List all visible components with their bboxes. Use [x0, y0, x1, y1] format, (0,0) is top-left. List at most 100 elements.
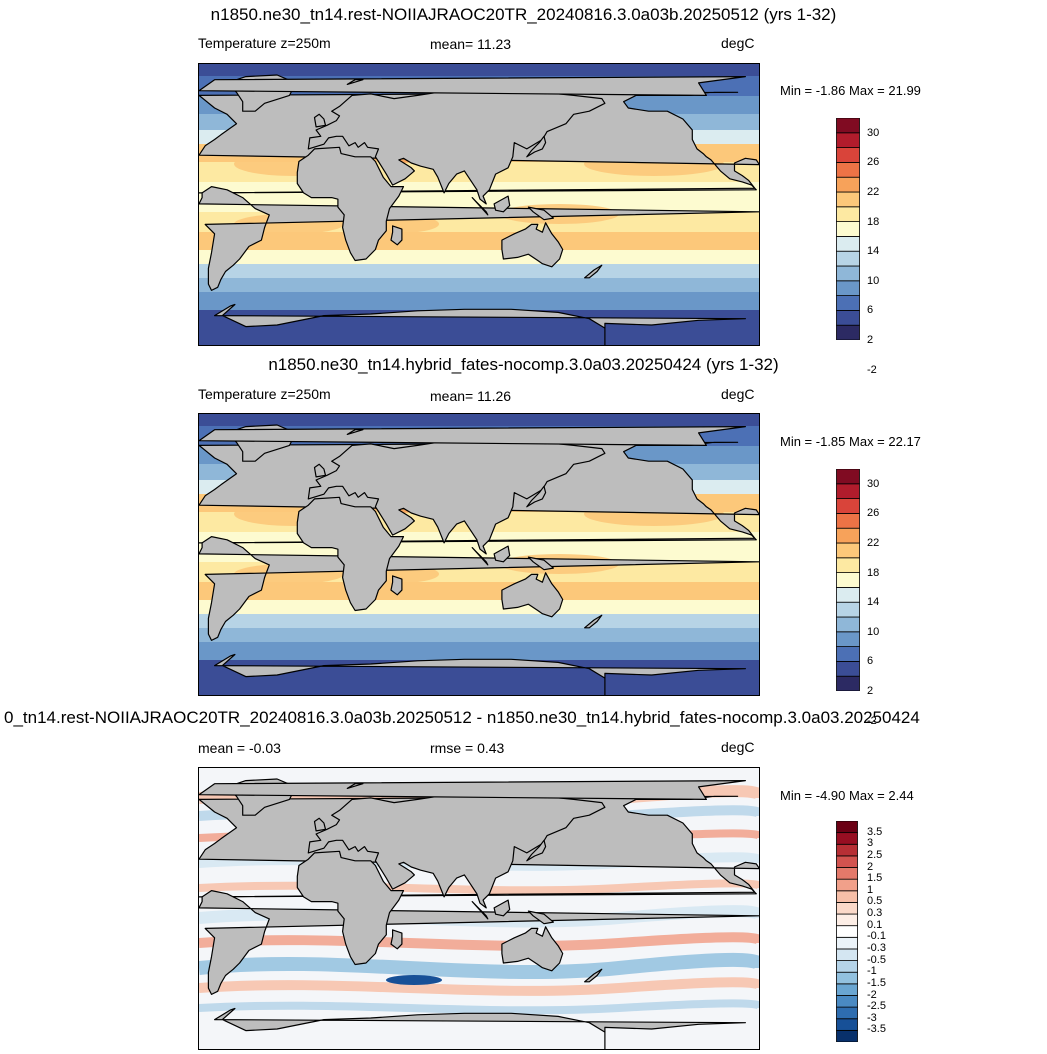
colorbar-swatch: [836, 843, 858, 857]
colorbar-tick-label: 26: [867, 156, 880, 169]
panel3-mean-label: mean = -0.03: [198, 740, 281, 756]
colorbar-tick-label: -0.5: [867, 953, 886, 966]
land-masses: [199, 424, 759, 695]
colorbar-swatch: [836, 1018, 858, 1031]
coastline: [501, 926, 564, 972]
coastline: [346, 79, 364, 85]
land-masses: [199, 74, 759, 345]
coastline: [199, 426, 746, 446]
colorbar-swatch: [836, 821, 858, 834]
panel1-units-label: degC: [721, 35, 755, 51]
colorbar-swatch: [836, 1006, 858, 1020]
coastline: [307, 433, 606, 555]
colorbar-tick-label: 6: [867, 304, 874, 317]
colorbar-swatch: [836, 513, 860, 529]
colorbar-tick-label: 2.5: [867, 848, 883, 861]
coastline: [296, 850, 405, 966]
coastline: [199, 780, 746, 800]
coastline: [527, 910, 554, 925]
panel3-minmax: Min = -4.90 Max = 2.44: [780, 788, 914, 803]
panel1-colorbar-svg: [836, 118, 860, 340]
colorbar-swatch: [836, 265, 860, 282]
colorbar-tick-label: 30: [867, 477, 880, 490]
coastline: [471, 547, 489, 566]
panel2-variable-label: Temperature z=250m: [198, 386, 331, 402]
temperature-band: [199, 642, 759, 661]
panel3-title: 0_tn14.rest-NOIIAJRAOC20TR_20240816.3.0a…: [4, 708, 920, 727]
colorbar-tick-label: 2: [867, 685, 874, 697]
colorbar-tick-label: -3: [867, 1011, 877, 1024]
colorbar-tick-label: 0.3: [867, 907, 883, 920]
colorbar-swatch: [836, 660, 860, 677]
colorbar-tick-label: -1.5: [867, 976, 886, 989]
anomaly-band: [199, 932, 759, 951]
coastline: [471, 901, 489, 920]
coastline: [501, 572, 564, 618]
colorbar-tick-label: 6: [867, 655, 874, 668]
coastline: [493, 545, 511, 563]
colorbar-tick-label: -2.5: [867, 1000, 886, 1013]
colorbar-tick-label: 1: [867, 883, 874, 896]
colorbar-tick-label: -0.3: [867, 941, 886, 954]
colorbar-swatch: [836, 162, 860, 178]
colorbar-swatch: [836, 948, 858, 961]
temperature-band: [199, 414, 759, 427]
coastline: [493, 899, 511, 917]
temperature-band: [199, 250, 759, 265]
coastline: [584, 614, 603, 629]
coastline: [526, 839, 547, 862]
colorbar-swatch: [836, 1029, 858, 1042]
panel2-title: n1850.ne30_tn14.hybrid_fates-nocomp.3.0a…: [268, 355, 779, 374]
colorbar-swatch: [836, 832, 858, 845]
panel2-colorbar: [836, 469, 860, 691]
colorbar-tick-label: -2: [867, 363, 877, 376]
colorbar-tick-label: -3.5: [867, 1023, 886, 1036]
colorbar-tick-label: 0.1: [867, 918, 883, 931]
colorbar-swatch: [836, 971, 858, 985]
panel1-variable-label: Temperature z=250m: [198, 35, 331, 51]
coastline: [313, 113, 327, 128]
temperature-band: [199, 292, 759, 311]
coastline: [526, 135, 547, 158]
coastline: [346, 783, 364, 789]
colorbar-swatch: [836, 960, 858, 973]
colorbar-swatch: [836, 309, 860, 326]
panel3-map: [198, 767, 760, 1050]
colorbar-swatch: [836, 469, 860, 485]
coastline: [199, 186, 759, 291]
temperature-band: [199, 278, 759, 293]
colorbar-swatch: [836, 675, 860, 691]
coastline: [527, 206, 554, 221]
colorbar-swatch: [836, 867, 858, 880]
temperature-band: [199, 64, 759, 77]
anomaly-band: [199, 952, 759, 980]
coastline: [307, 787, 606, 909]
coastline: [214, 653, 746, 695]
colorbar-swatch: [836, 601, 860, 618]
temperature-band: [199, 614, 759, 629]
colorbar-swatch: [836, 878, 858, 892]
temperature-band: [199, 600, 759, 615]
colorbar-swatch: [836, 324, 860, 340]
colorbar-swatch: [836, 280, 860, 297]
colorbar-tick-label: -2: [867, 988, 877, 1001]
land-masses: [199, 778, 759, 1049]
colorbar-tick-label: 18: [867, 215, 880, 228]
coastline: [584, 264, 603, 279]
coastline: [390, 575, 403, 596]
coastline: [584, 968, 603, 983]
colorbar-swatch: [836, 646, 860, 662]
coastline: [199, 536, 759, 641]
panel3-rmse-label: rmse = 0.43: [430, 740, 505, 756]
colorbar-swatch: [836, 913, 858, 927]
coastline: [296, 496, 405, 612]
colorbar-swatch: [836, 936, 858, 950]
colorbar-tick-label: 3: [867, 837, 874, 850]
anomaly-spot: [386, 975, 442, 985]
colorbar-swatch: [836, 295, 860, 311]
coastline: [526, 485, 547, 508]
panel1-colorbar: [836, 118, 860, 340]
coastline: [501, 222, 564, 268]
panel1-map: [198, 63, 760, 346]
colorbar-swatch: [836, 572, 860, 588]
